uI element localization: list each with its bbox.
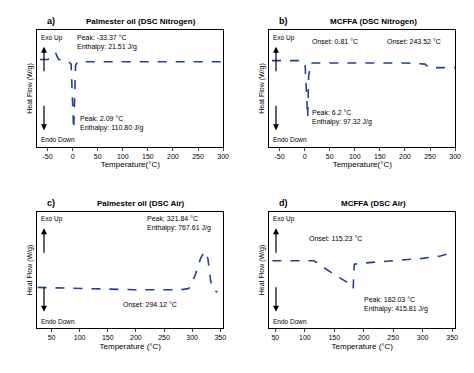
svg-text:250: 250: [424, 153, 436, 160]
svg-text:200: 200: [167, 153, 179, 160]
svg-text:Heat Flow (W/g): Heat Flow (W/g): [258, 63, 266, 114]
svg-text:Peak: 2.09 °CEnthalpy: 110.80: Peak: 2.09 °CEnthalpy: 110.80 J/g: [80, 115, 143, 132]
svg-text:Onset: 0.81 °C: Onset: 0.81 °C: [312, 38, 358, 45]
svg-text:Heat Flow (W/g): Heat Flow (W/g): [258, 245, 266, 296]
svg-text:100: 100: [74, 334, 86, 341]
svg-text:300: 300: [186, 334, 198, 341]
svg-text:d): d): [279, 198, 288, 208]
svg-text:50: 50: [94, 153, 102, 160]
svg-text:Exo Up: Exo Up: [273, 215, 295, 223]
svg-text:300: 300: [217, 153, 229, 160]
svg-text:MCFFA (DSC Air): MCFFA (DSC Air): [341, 199, 406, 208]
svg-text:Endo Down: Endo Down: [273, 136, 307, 143]
svg-text:-50: -50: [274, 153, 284, 160]
svg-text:200: 200: [399, 153, 411, 160]
svg-text:Temperature(°C): Temperature(°C): [101, 160, 161, 169]
svg-text:Endo Down: Endo Down: [41, 318, 75, 325]
svg-text:Onset: 243.52 °C: Onset: 243.52 °C: [387, 38, 441, 45]
svg-text:Peak: 321.84 °CEnthalpy: 767.6: Peak: 321.84 °CEnthalpy: 767.61 J/g: [147, 215, 211, 232]
svg-text:50: 50: [271, 334, 279, 341]
svg-text:Heat Flow (W/g): Heat Flow (W/g): [26, 63, 34, 114]
svg-text:-50: -50: [42, 153, 52, 160]
svg-text:150: 150: [102, 334, 114, 341]
svg-text:150: 150: [374, 153, 386, 160]
svg-text:200: 200: [130, 334, 142, 341]
svg-text:200: 200: [358, 334, 370, 341]
svg-text:100: 100: [117, 153, 129, 160]
svg-text:c): c): [47, 198, 55, 208]
svg-text:Onset: 294.12 °C: Onset: 294.12 °C: [123, 301, 177, 308]
svg-text:300: 300: [417, 334, 429, 341]
svg-text:Onset: 115.23 °C: Onset: 115.23 °C: [309, 235, 362, 242]
svg-text:350: 350: [214, 334, 226, 341]
svg-text:50: 50: [326, 153, 334, 160]
svg-text:100: 100: [349, 153, 361, 160]
svg-text:Exo Up: Exo Up: [41, 215, 63, 223]
svg-text:Temperature (°C): Temperature (°C): [332, 342, 394, 351]
svg-text:250: 250: [387, 334, 399, 341]
svg-text:Heat Flow (W/g): Heat Flow (W/g): [26, 245, 34, 296]
svg-text:Peak: 6.2 °CEnthalpy: 97.32 J/: Peak: 6.2 °CEnthalpy: 97.32 J/g: [312, 109, 372, 126]
svg-text:Peak: 182.03 °CEnthalpy: 415.8: Peak: 182.03 °CEnthalpy: 415.81 J/g: [364, 296, 428, 313]
svg-text:Exo Up: Exo Up: [41, 34, 63, 42]
svg-text:b): b): [279, 16, 288, 26]
svg-text:Temperature (°C): Temperature (°C): [100, 342, 162, 351]
svg-text:Palmester oil (DSC Nitrogen): Palmester oil (DSC Nitrogen): [86, 17, 196, 26]
svg-text:100: 100: [299, 334, 311, 341]
svg-text:Palmester oil (DSC Air): Palmester oil (DSC Air): [97, 199, 185, 208]
svg-text:MCFFA (DSC Nitrogen): MCFFA (DSC Nitrogen): [330, 17, 417, 26]
svg-text:150: 150: [142, 153, 154, 160]
svg-text:150: 150: [328, 334, 340, 341]
svg-text:Endo Down: Endo Down: [41, 136, 75, 143]
svg-text:300: 300: [449, 153, 461, 160]
svg-text:50: 50: [48, 334, 56, 341]
svg-text:250: 250: [158, 334, 170, 341]
svg-text:a): a): [47, 16, 55, 26]
svg-text:Exo Up: Exo Up: [273, 34, 295, 42]
svg-text:Endo Down: Endo Down: [273, 318, 307, 325]
svg-text:350: 350: [446, 334, 458, 341]
svg-text:0: 0: [71, 153, 75, 160]
svg-text:0: 0: [303, 153, 307, 160]
svg-text:Peak: -33.37 °CEnthalpy: 21.51: Peak: -33.37 °CEnthalpy: 21.51 J/g: [77, 34, 137, 51]
svg-text:Temperature(°C): Temperature(°C): [333, 160, 393, 169]
svg-text:250: 250: [192, 153, 204, 160]
